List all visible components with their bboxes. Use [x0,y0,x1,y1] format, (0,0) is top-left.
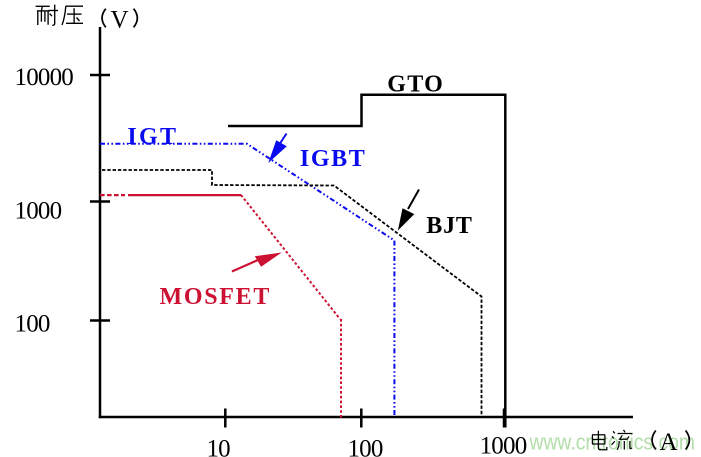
svg-text:GTO: GTO [387,72,444,98]
svg-text:10000: 10000 [15,64,74,91]
svg-text:10: 10 [206,436,230,457]
svg-text:BJT: BJT [426,213,472,239]
svg-text:IGT: IGT [127,124,178,150]
svg-text:1000: 1000 [15,198,62,225]
svg-text:V: V [111,6,129,33]
svg-text:IGBT: IGBT [300,146,366,172]
svg-text:100: 100 [15,311,50,338]
svg-text:MOSFET: MOSFET [160,284,272,310]
svg-text:A: A [660,429,678,456]
svg-text:1000: 1000 [480,432,527,457]
svg-text:100: 100 [347,436,382,457]
svg-text:www.cntronics.com: www.cntronics.com [529,429,695,454]
